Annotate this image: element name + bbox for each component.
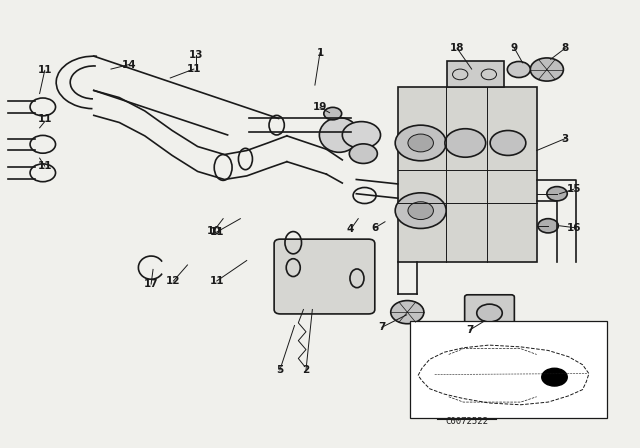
Text: 5: 5 bbox=[276, 365, 284, 375]
Text: 12: 12 bbox=[166, 276, 180, 286]
Text: 2: 2 bbox=[302, 365, 310, 375]
Circle shape bbox=[349, 144, 378, 164]
Circle shape bbox=[391, 301, 424, 324]
Text: 14: 14 bbox=[122, 60, 136, 69]
Circle shape bbox=[408, 134, 433, 152]
FancyBboxPatch shape bbox=[274, 239, 375, 314]
Circle shape bbox=[477, 304, 502, 322]
Circle shape bbox=[538, 219, 558, 233]
Circle shape bbox=[541, 368, 567, 386]
Circle shape bbox=[547, 187, 567, 201]
Bar bbox=[447, 60, 504, 87]
Text: 15: 15 bbox=[566, 184, 581, 194]
Text: 11: 11 bbox=[209, 227, 224, 237]
Ellipse shape bbox=[319, 117, 359, 152]
FancyBboxPatch shape bbox=[465, 295, 515, 325]
Circle shape bbox=[445, 129, 486, 157]
Text: 3: 3 bbox=[562, 134, 569, 143]
Text: 19: 19 bbox=[313, 102, 327, 112]
Text: 17: 17 bbox=[144, 279, 159, 289]
Text: 11: 11 bbox=[38, 114, 52, 125]
Text: C0072522: C0072522 bbox=[445, 417, 488, 426]
Circle shape bbox=[508, 61, 531, 78]
Circle shape bbox=[395, 125, 446, 161]
Text: 7: 7 bbox=[378, 322, 385, 332]
Ellipse shape bbox=[324, 108, 342, 120]
Text: 11: 11 bbox=[209, 276, 224, 286]
Text: 8: 8 bbox=[562, 43, 569, 53]
Text: 1: 1 bbox=[316, 47, 324, 58]
Text: 4: 4 bbox=[347, 224, 355, 234]
Text: 11: 11 bbox=[38, 161, 52, 171]
Circle shape bbox=[531, 58, 563, 81]
Text: 11: 11 bbox=[187, 64, 201, 74]
Text: 9: 9 bbox=[511, 43, 518, 53]
Text: 18: 18 bbox=[450, 43, 464, 53]
Circle shape bbox=[342, 121, 381, 148]
Text: 16: 16 bbox=[566, 223, 581, 233]
Text: 13: 13 bbox=[189, 50, 203, 60]
Text: 10: 10 bbox=[206, 226, 221, 236]
Text: 6: 6 bbox=[372, 223, 379, 233]
Circle shape bbox=[490, 130, 526, 155]
Bar bbox=[397, 87, 537, 262]
Circle shape bbox=[408, 202, 433, 220]
Text: 11: 11 bbox=[38, 65, 52, 75]
Bar bbox=[410, 321, 607, 418]
Circle shape bbox=[395, 193, 446, 228]
Text: 7: 7 bbox=[466, 325, 474, 335]
